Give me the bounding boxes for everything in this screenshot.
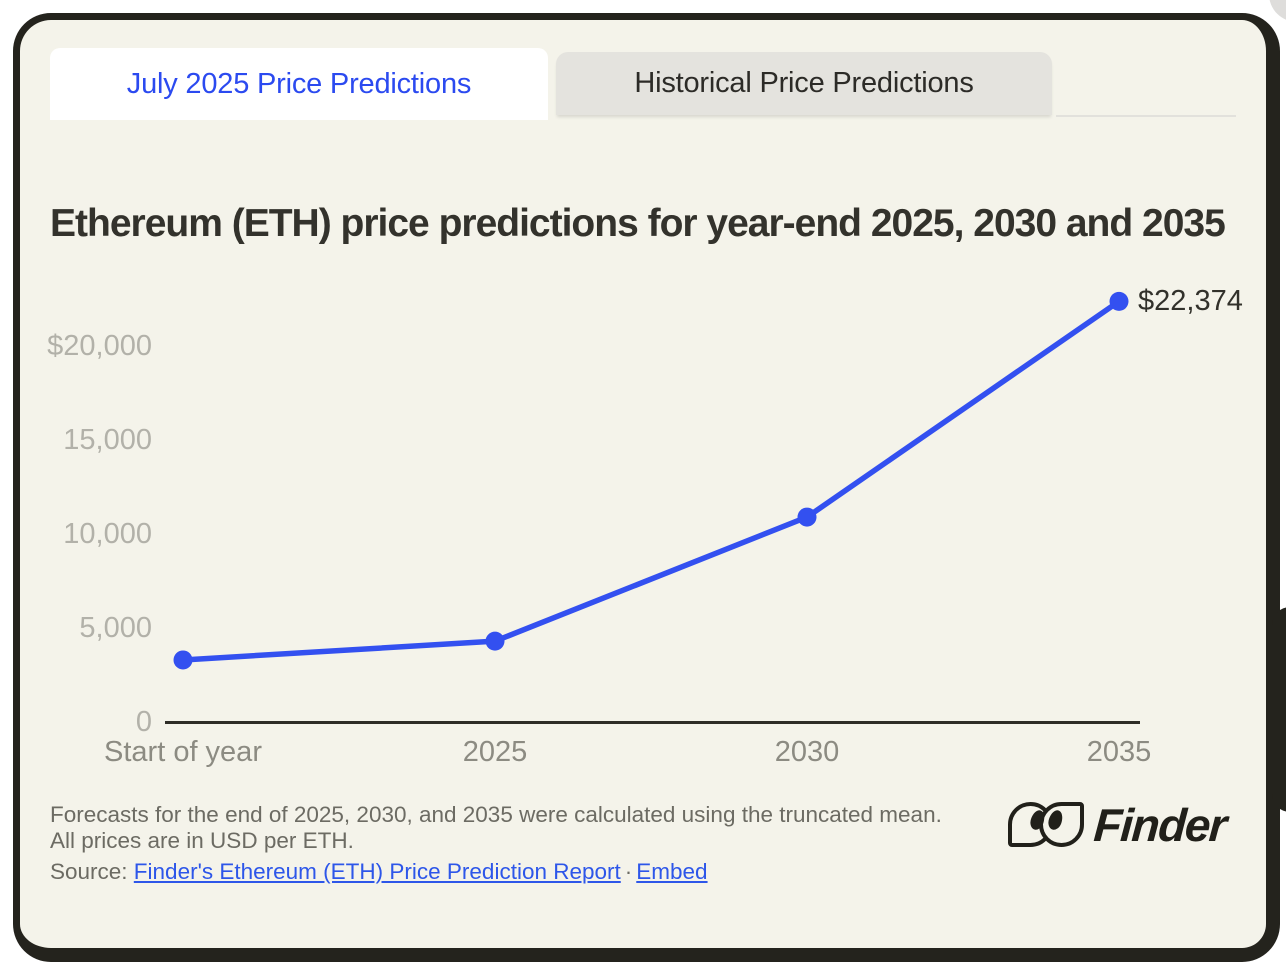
data-point-2025[interactable] xyxy=(485,631,505,651)
page-title: Ethereum (ETH) price predictions for yea… xyxy=(50,202,1226,246)
y-axis-tick: $20,000 xyxy=(47,330,152,362)
right-eye-icon xyxy=(1039,802,1084,847)
tab-label: Historical Price Predictions xyxy=(634,67,974,99)
finder-logo: Finder xyxy=(1008,799,1228,851)
x-axis-tick: Start of year xyxy=(104,736,262,768)
finder-eyes-icon xyxy=(1008,801,1086,849)
x-axis-tick: 2030 xyxy=(774,736,840,768)
x-axis-tick: 2025 xyxy=(462,736,528,768)
source-prefix: Source: xyxy=(50,859,134,884)
tab-label: July 2025 Price Predictions xyxy=(126,67,472,100)
finder-wordmark: Finder xyxy=(1092,799,1228,851)
tab-historical-predictions[interactable]: Historical Price Predictions xyxy=(556,52,1052,115)
data-point-2030[interactable] xyxy=(797,507,817,527)
x-axis-tick: 2035 xyxy=(1086,736,1152,768)
price-line xyxy=(180,298,1122,663)
data-point-start-of-year[interactable] xyxy=(173,650,193,670)
y-axis-tick: 10,000 xyxy=(63,518,152,550)
y-axis-tick: 5,000 xyxy=(79,612,152,644)
tab-row-divider xyxy=(1056,115,1236,117)
dot-separator: · xyxy=(624,859,633,884)
y-axis-tick: 0 xyxy=(135,706,152,738)
source-report-link[interactable]: Finder's Ethereum (ETH) Price Prediction… xyxy=(133,859,621,884)
y-axis-tick: 15,000 xyxy=(63,424,152,456)
tab-july-2025-predictions[interactable]: July 2025 Price Predictions xyxy=(50,48,548,120)
embed-link[interactable]: Embed xyxy=(636,859,708,884)
footer-note: Forecasts for the end of 2025, 2030, and… xyxy=(50,802,942,853)
frame-side-bump xyxy=(1272,607,1286,812)
source-line: Source: Finder's Ethereum (ETH) Price Pr… xyxy=(50,858,708,886)
point-value-label: $22,374 xyxy=(1138,285,1243,318)
data-point-2035[interactable] xyxy=(1109,291,1129,311)
